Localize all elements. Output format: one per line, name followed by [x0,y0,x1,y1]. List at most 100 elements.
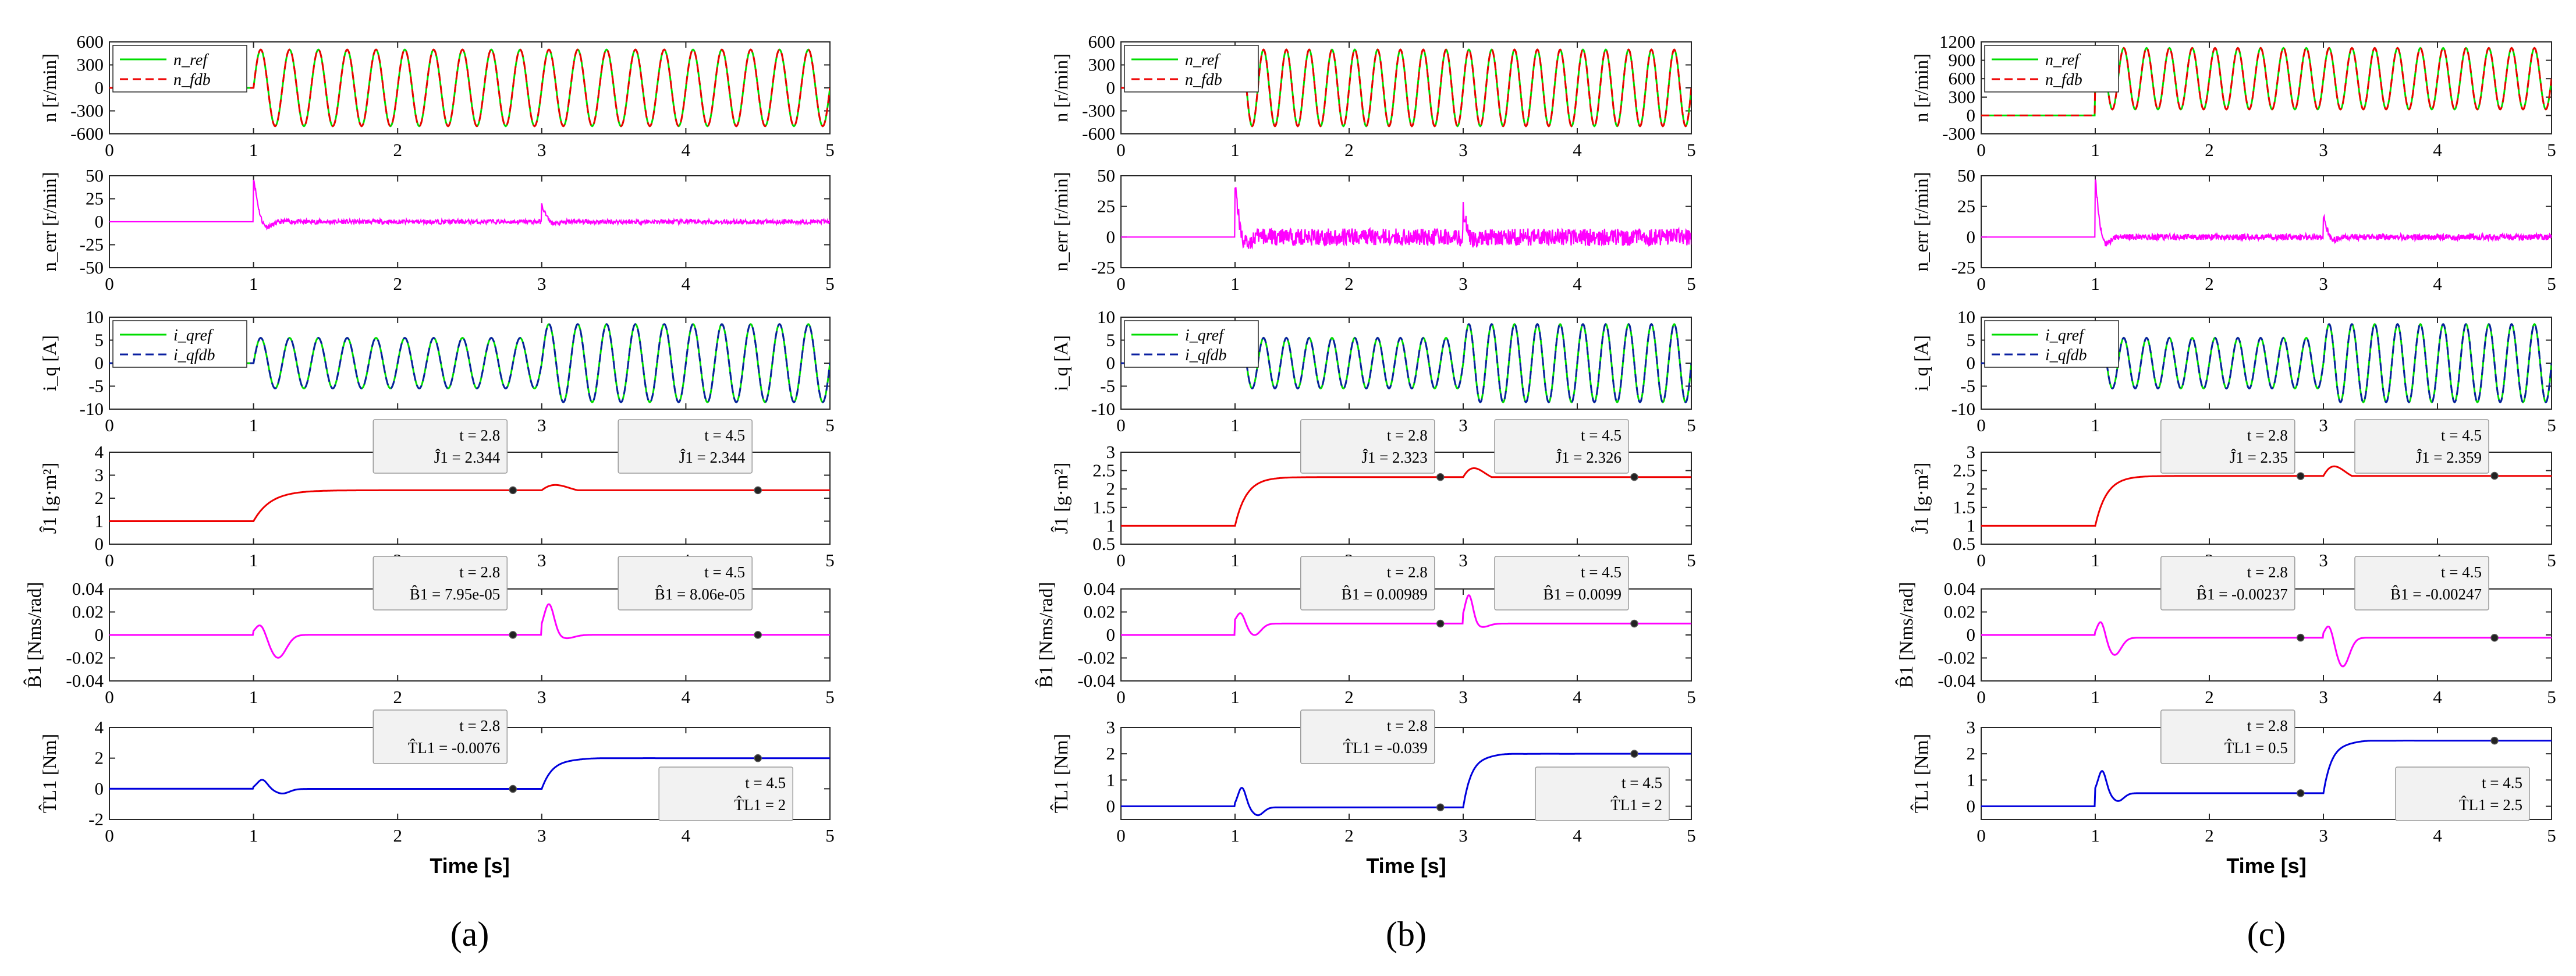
x-tick-label: 0 [1116,140,1126,160]
legend-label: n_ref [1185,51,1220,69]
datatip-1[interactable]: t = 4.5 Ĵ1 = 2.344 [618,419,762,495]
y-axis-label: B̂1 [Nms/rad] [23,582,45,688]
x-tick-label: 3 [2319,415,2328,435]
x-tick-label: 5 [2547,687,2556,707]
x-tick-label: 4 [1573,687,1582,707]
y-tick-label: 25 [1957,196,1975,217]
y-tick-label: 0 [1967,105,1976,125]
y-axis-label: n_err [r/min] [40,172,61,271]
legend: n_ref n_fdb [1124,45,1259,93]
y-tick-label: -2 [88,809,104,829]
datatip-0[interactable]: t = 2.8 B̂1 = 7.95e-05 [372,556,517,639]
datatip-marker [754,631,762,639]
datatip-value: B̂1 = -0.00237 [2197,585,2288,603]
legend-label: i_qref [1185,326,1225,345]
x-tick-label: 5 [1687,415,1696,435]
y-axis-label: n [r/min] [1911,54,1932,122]
datatip-time: t = 2.8 [459,563,500,581]
series-line-n-fdb [1981,47,2552,116]
legend: n_ref n_fdb [112,45,247,93]
datatip-0[interactable]: t = 2.8 B̂1 = -0.00237 [2160,556,2305,642]
datatip-marker [2490,736,2499,745]
series-line-t-hat-l1 [1981,740,2552,807]
x-tick-label: 5 [825,687,835,707]
datatip-value: T̂L1 = 2 [734,796,786,814]
x-tick-label: 3 [2319,274,2328,294]
datatip-1[interactable]: t = 4.5 T̂L1 = 2 [658,754,793,821]
datatip-box [2354,419,2489,474]
x-tick-label: 2 [2205,140,2214,160]
datatip-value: Ĵ1 = 2.326 [1556,449,1621,466]
y-tick-label: -5 [1100,376,1115,396]
x-tick-label: 5 [1687,274,1696,294]
y-tick-label: 4 [95,442,104,462]
legend-label: n_ref [173,51,209,69]
y-tick-label: 600 [1949,68,1976,88]
x-tick-label: 3 [537,825,547,846]
y-tick-label: 0 [1106,624,1116,645]
y-tick-label: 0.02 [1084,602,1115,622]
datatip-0[interactable]: t = 2.8 Ĵ1 = 2.323 [1300,419,1445,481]
datatip-time: t = 4.5 [745,774,786,792]
y-axis-label: B̂1 [Nms/rad] [1035,582,1057,688]
legend-box [1124,320,1259,368]
x-tick-label: 3 [1459,550,1468,570]
y-tick-label: -25 [1951,257,1975,278]
datatip-1[interactable]: t = 4.5 T̂L1 = 2.5 [2395,736,2530,821]
datatip-value: T̂L1 = -0.039 [1343,739,1428,757]
legend-label: n_fdb [173,71,211,89]
y-tick-label: 2.5 [1953,460,1975,481]
datatip-box [2160,419,2295,474]
datatip-value: B̂1 = 0.00989 [1342,585,1428,603]
x-tick-label: 1 [249,550,258,570]
axes-box [1981,175,2552,268]
datatip-box [2160,709,2295,764]
series-line-n-err [1981,179,2552,247]
datatip-1[interactable]: t = 4.5 B̂1 = -0.00247 [2354,556,2499,642]
datatip-0[interactable]: t = 2.8 T̂L1 = -0.039 [1300,709,1445,811]
datatip-marker [2297,633,2305,642]
datatip-0[interactable]: t = 2.8 B̂1 = 0.00989 [1300,556,1445,628]
datatip-0[interactable]: t = 2.8 Ĵ1 = 2.35 [2160,419,2305,480]
datatip-time: t = 4.5 [1621,774,1662,792]
datatip-1[interactable]: t = 4.5 B̂1 = 8.06e-05 [618,556,762,639]
y-axis-label: Ĵ1 [g·m²] [38,463,61,534]
y-tick-label: 2 [1967,743,1976,764]
datatip-marker [1630,619,1638,628]
datatip-marker [1436,473,1445,481]
y-axis-label: n_err [r/min] [1911,172,1932,271]
y-tick-label: 1 [95,511,104,531]
y-tick-label: 5 [1106,330,1116,350]
datatip-1[interactable]: t = 4.5 Ĵ1 = 2.359 [2354,419,2499,480]
datatip-1[interactable]: t = 4.5 B̂1 = 0.0099 [1494,556,1638,628]
datatip-box [1300,556,1435,611]
y-tick-label: -0.02 [1938,648,1975,668]
y-tick-label: 0 [95,534,104,554]
legend-box [1984,45,2119,93]
y-tick-label: 300 [77,55,104,75]
x-tick-label: 3 [537,140,547,160]
x-tick-label: 4 [2433,274,2442,294]
x-tick-label: 0 [1116,550,1126,570]
x-tick-label: 3 [537,550,547,570]
x-tick-label: 1 [249,825,258,846]
datatip-1[interactable]: t = 4.5 T̂L1 = 2 [1535,750,1670,821]
x-tick-label: 1 [2091,415,2100,435]
datatip-0[interactable]: t = 2.8 T̂L1 = 0.5 [2160,709,2305,797]
x-tick-label: 3 [1459,825,1468,846]
datatip-1[interactable]: t = 4.5 Ĵ1 = 2.326 [1494,419,1638,481]
datatip-box [618,419,753,474]
x-tick-label: 2 [1344,274,1354,294]
datatip-0[interactable]: t = 2.8 Ĵ1 = 2.344 [372,419,517,495]
datatip-0[interactable]: t = 2.8 T̂L1 = -0.0076 [372,709,517,793]
y-axis-label: i_q [A] [1051,335,1072,391]
x-tick-label: 2 [1344,687,1354,707]
y-tick-label: 600 [1088,31,1116,52]
